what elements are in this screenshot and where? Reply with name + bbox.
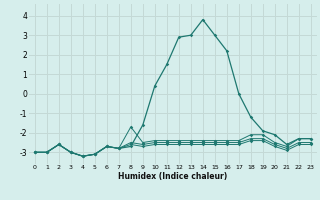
X-axis label: Humidex (Indice chaleur): Humidex (Indice chaleur) [118, 172, 228, 181]
